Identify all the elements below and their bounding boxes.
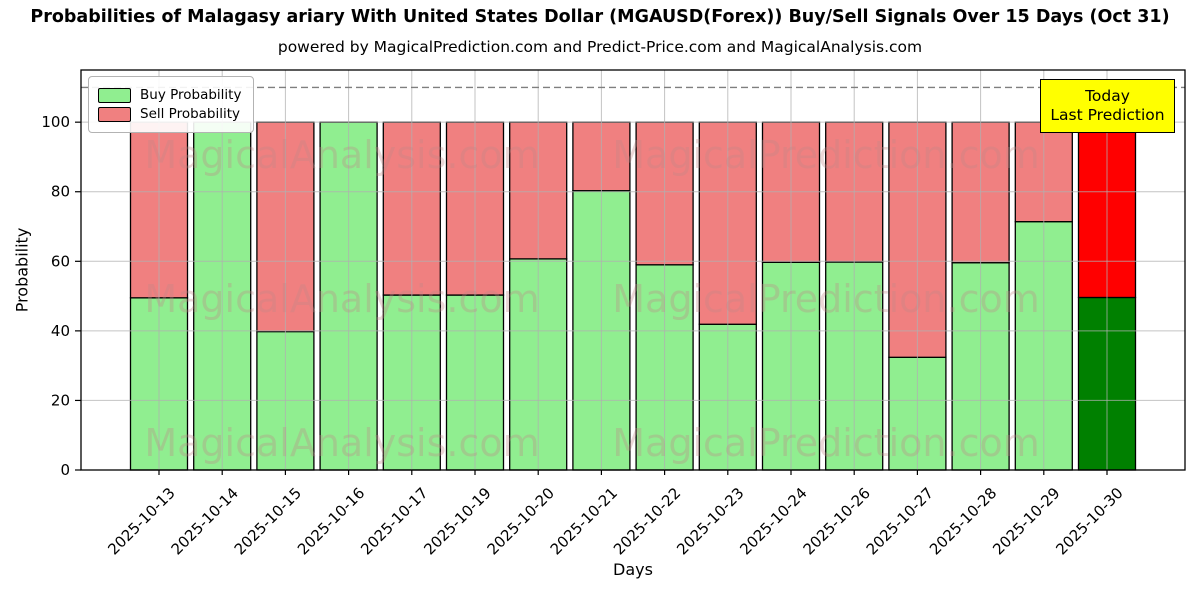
watermark-text: MagicalPrediction.com bbox=[612, 421, 1040, 465]
buy-color-swatch bbox=[98, 87, 131, 103]
legend-entry-buy: Buy Probability bbox=[98, 87, 241, 103]
sell-color-swatch bbox=[98, 106, 131, 122]
x-tick-label: 2025-10-17 bbox=[357, 484, 431, 558]
x-tick-label: 2025-10-29 bbox=[989, 484, 1063, 558]
x-tick-label: 2025-10-14 bbox=[168, 484, 242, 558]
chart-subtitle: powered by MagicalPrediction.com and Pre… bbox=[277, 38, 923, 56]
today-annotation: Today Last Prediction bbox=[1040, 79, 1175, 133]
x-tick-label: 2025-10-28 bbox=[926, 484, 1000, 558]
today-annotation-line2: Last Prediction bbox=[1050, 106, 1165, 124]
watermark-text: MagicalAnalysis.com bbox=[144, 277, 539, 321]
x-axis-label: Days bbox=[613, 560, 653, 579]
y-tick-label: 100 bbox=[41, 113, 70, 131]
x-tick-label: 2025-10-24 bbox=[736, 484, 810, 558]
y-tick-label: 40 bbox=[51, 322, 70, 340]
legend-label-buy: Buy Probability bbox=[140, 87, 242, 103]
x-tick-label: 2025-10-20 bbox=[484, 484, 558, 558]
x-tick-label: 2025-10-16 bbox=[294, 484, 368, 558]
plot-border bbox=[80, 69, 1186, 471]
legend-entry-sell: Sell Probability bbox=[98, 106, 241, 122]
y-tick-label: 80 bbox=[51, 183, 70, 201]
legend-label-sell: Sell Probability bbox=[140, 106, 241, 122]
x-tick-label: 2025-10-22 bbox=[610, 484, 684, 558]
x-tick-label: 2025-10-19 bbox=[420, 484, 494, 558]
watermark-text: MagicalPrediction.com bbox=[612, 277, 1040, 321]
today-annotation-line1: Today bbox=[1085, 86, 1130, 105]
chart-title: Probabilities of Malagasy ariary With Un… bbox=[30, 7, 1170, 27]
y-tick-label: 0 bbox=[60, 461, 70, 479]
watermark-text: MagicalAnalysis.com bbox=[144, 133, 539, 177]
watermark-text: MagicalPrediction.com bbox=[612, 133, 1040, 177]
x-tick-label: 2025-10-21 bbox=[547, 484, 621, 558]
x-tick-label: 2025-10-13 bbox=[104, 484, 178, 558]
y-tick-label: 20 bbox=[51, 391, 70, 409]
watermark-text: MagicalAnalysis.com bbox=[144, 421, 539, 465]
x-tick-label: 2025-10-27 bbox=[863, 484, 937, 558]
x-tick-label: 2025-10-26 bbox=[800, 484, 874, 558]
y-axis-label: Probability bbox=[12, 227, 32, 313]
x-tick-label: 2025-10-23 bbox=[673, 484, 747, 558]
y-tick-label: 60 bbox=[51, 252, 70, 270]
x-tick-label: 2025-10-30 bbox=[1052, 484, 1126, 558]
legend: Buy Probability Sell Probability bbox=[88, 76, 255, 133]
x-tick-label: 2025-10-15 bbox=[231, 484, 305, 558]
